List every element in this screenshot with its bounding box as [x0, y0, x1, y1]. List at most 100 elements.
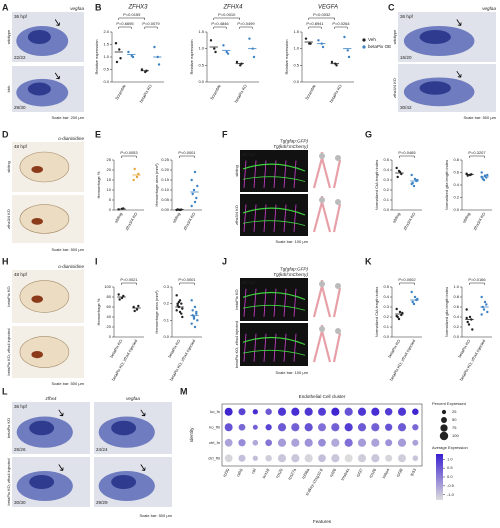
row-label: ctrl_fn: [209, 440, 220, 445]
vessel: [293, 288, 297, 317]
data-point: [132, 178, 135, 182]
feature-label: tmsb4x: [340, 468, 351, 482]
y-tick-label: 0.2: [383, 187, 389, 192]
y-tick-label: 0: [109, 207, 112, 212]
arrow: [140, 464, 146, 471]
expression-dot: [265, 408, 272, 416]
data-point: [195, 312, 198, 315]
colorbar-label: 1.0: [447, 456, 453, 461]
data-point: [347, 55, 351, 59]
hemorrhage: [31, 218, 43, 225]
bracket: [399, 155, 415, 158]
data-point: [412, 184, 416, 188]
expression-dot: [304, 423, 313, 432]
colorbar-label: 0.5: [447, 465, 453, 470]
y-tick-label: 100: [104, 284, 111, 289]
y-tick-label: 80: [107, 294, 112, 299]
vessel: [293, 204, 297, 232]
y-tick-label: 20: [107, 167, 112, 172]
expression-dot: [238, 439, 246, 447]
expression-dot: [252, 424, 258, 430]
data-point: [135, 308, 139, 311]
data-point: [335, 64, 338, 67]
size-legend-label: 25: [452, 409, 457, 414]
stage-label: 36 hpf: [400, 14, 413, 19]
expression-dot: [265, 439, 273, 447]
data-point: [191, 309, 194, 312]
expression-dot: [384, 407, 393, 416]
bracket: [399, 282, 415, 285]
vessel: [243, 288, 247, 317]
y-tick-label: 0.2: [453, 195, 459, 200]
x-tick-label: sibling: [461, 212, 471, 224]
data-point: [190, 178, 193, 182]
bracket: [334, 26, 348, 29]
vessel: [293, 333, 297, 362]
stain-label: Tg(kdrl:mCherry): [273, 272, 308, 277]
expression-dot: [412, 455, 419, 462]
feature-label: rpl37: [355, 467, 364, 478]
schematic-cell: [335, 155, 341, 161]
glia: [242, 176, 306, 182]
schematic-cell: [335, 199, 341, 205]
data-point: [195, 196, 198, 200]
expression-dot: [238, 423, 246, 431]
scale-label: Scale bar: 500 μm: [51, 381, 84, 386]
size-legend-label: 75: [452, 425, 457, 430]
embryo: [19, 336, 70, 368]
expression-dot: [252, 439, 259, 446]
expression-dot: [265, 424, 272, 431]
count-label: 29/30: [14, 105, 26, 110]
expression-dot: [277, 407, 287, 416]
panel-letter: I: [95, 256, 98, 266]
data-point: [480, 171, 483, 174]
row-label: wildtype: [392, 29, 397, 44]
panel-letter: A: [2, 2, 9, 12]
bracket: [121, 155, 137, 158]
y-tick-label: 0.0: [383, 334, 389, 339]
feature-label: rpl36a: [301, 467, 311, 480]
bracket: [308, 17, 336, 20]
expression-dot: [238, 408, 246, 416]
glia: [242, 207, 306, 216]
data-point: [486, 310, 489, 314]
data-point: [471, 328, 474, 331]
y-tick-label: 0.8: [453, 157, 459, 162]
data-point: [482, 178, 486, 182]
stain-label: Tg(kdrl:mCherry): [273, 144, 308, 149]
scale-label: Scale bar: 500 μm: [139, 513, 172, 518]
size-legend-label: 100: [452, 433, 459, 438]
p-value: P=0.0010: [218, 12, 236, 17]
data-point: [466, 320, 469, 324]
chart-title: VEGFA: [318, 5, 338, 11]
y-tick-label: 0.2: [383, 314, 389, 319]
vessel: [273, 333, 277, 362]
data-point: [321, 45, 325, 49]
arrow: [140, 409, 146, 417]
p-value: P=0.4846: [211, 21, 229, 26]
y-tick-label: 60: [107, 304, 112, 309]
y-tick-label: 40: [107, 314, 112, 319]
data-point: [122, 294, 125, 298]
data-point: [395, 314, 398, 318]
hemorrhage: [31, 350, 43, 359]
expression-dot: [304, 454, 313, 463]
data-point: [193, 200, 197, 204]
count-label: 29/29: [96, 500, 108, 505]
row-label: betaPix KO; zfhx4 injected: [6, 329, 11, 376]
size-legend-dot: [440, 424, 448, 432]
embryo: [19, 204, 70, 234]
x-tick-label: betaPix KO: [457, 339, 471, 359]
y-tick-label: 1.5: [198, 29, 204, 34]
panel-letter: E: [95, 129, 101, 139]
expression-dot: [252, 455, 258, 461]
glia: [242, 220, 306, 226]
expression-dot: [277, 438, 287, 447]
x-tick-label: betaPix KO: [138, 84, 152, 104]
p-value: P<0.0001: [178, 150, 196, 155]
y-tick-label: 2.0: [103, 29, 109, 34]
embryo-stain: [111, 420, 137, 436]
data-point: [153, 45, 156, 49]
vessel: [273, 288, 277, 317]
data-point: [176, 304, 179, 307]
